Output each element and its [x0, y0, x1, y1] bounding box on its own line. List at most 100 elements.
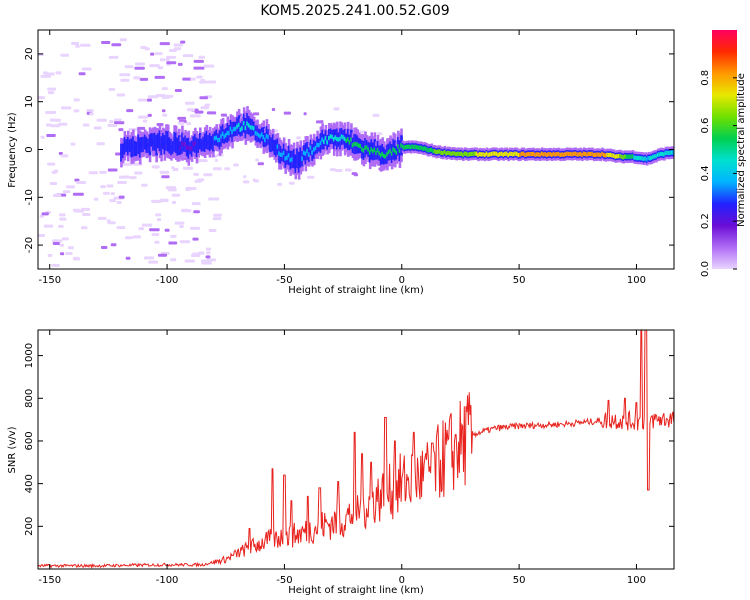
ridge-core — [514, 151, 517, 156]
ridge-core — [406, 144, 410, 150]
ridge-core — [397, 144, 400, 149]
ridge-core — [138, 145, 142, 150]
ridge-core — [443, 149, 447, 155]
ridge-core — [458, 151, 462, 157]
speckle-cell — [182, 54, 194, 58]
speckle-cell — [192, 237, 199, 241]
ridge-core — [376, 148, 380, 153]
speckle-cell — [148, 260, 158, 264]
ridge-core — [500, 151, 504, 156]
ridge-core — [379, 153, 383, 158]
ridge-core — [403, 145, 406, 150]
ridge-core — [630, 154, 633, 159]
ridge-core — [433, 149, 437, 154]
snr-y-label: SNR (v/v) — [7, 426, 18, 473]
ridge-core — [123, 143, 127, 148]
ridge-core — [254, 130, 258, 136]
speckle-cell — [108, 87, 116, 91]
ridge-core — [339, 136, 342, 142]
speckle-cell — [109, 120, 114, 124]
speckle-cell — [174, 221, 185, 225]
speckle-cell — [46, 133, 56, 137]
speckle-cell — [129, 176, 137, 180]
ridge-core — [271, 140, 275, 146]
speckle-cell — [220, 113, 228, 117]
speckle-cell — [193, 172, 199, 176]
speckle-cell — [174, 88, 182, 92]
ridge-core — [477, 152, 480, 158]
ridge-core — [492, 151, 495, 156]
ridge-core — [482, 152, 485, 157]
ridge-core — [441, 150, 445, 156]
ridge-core — [189, 145, 192, 151]
ridge-core — [256, 131, 259, 136]
ridge-core — [226, 130, 230, 136]
ridge-core — [224, 133, 228, 138]
speckle-cell — [185, 187, 197, 191]
ridge-core — [130, 145, 133, 151]
ridge-core — [638, 155, 641, 161]
speckle-cell — [372, 113, 380, 117]
ridge-core — [203, 140, 207, 145]
speckle-cell — [166, 61, 177, 65]
ridge-core — [181, 140, 184, 146]
ridge-core — [487, 152, 490, 157]
snr-x-tick-label: 0 — [399, 575, 405, 586]
ridge-core — [453, 151, 457, 156]
colorbar-gradient — [712, 30, 737, 269]
ridge-core — [282, 150, 286, 156]
ridge-core — [524, 152, 527, 158]
ridge-core — [639, 156, 643, 161]
speckle-cell — [70, 142, 76, 146]
speckle-cell — [88, 171, 98, 175]
ridge-core — [221, 131, 225, 136]
ridge-core — [375, 150, 378, 155]
ridge-core — [401, 144, 405, 149]
ridge-core — [559, 152, 562, 158]
speckle-cell — [177, 62, 183, 66]
ridge-core — [428, 147, 432, 153]
ridge-core — [557, 151, 561, 157]
ridge-core — [292, 156, 296, 161]
ridge-core — [316, 142, 319, 148]
ridge-core — [576, 152, 579, 157]
speckle-cell — [106, 184, 114, 188]
ridge-core — [296, 156, 299, 161]
speckle-cell — [161, 87, 168, 91]
ridge-core — [384, 154, 388, 159]
speckle-cell — [55, 71, 62, 75]
ridge-core — [286, 155, 289, 160]
ridge-core — [631, 154, 635, 159]
ridge-core — [302, 150, 306, 155]
speckle-cell — [171, 201, 177, 205]
ridge-core — [498, 151, 502, 157]
speckle-cell — [147, 95, 159, 99]
ridge-core — [537, 152, 541, 157]
speckle-cell — [80, 226, 88, 230]
speckle-cell — [119, 73, 131, 77]
ridge-core — [545, 152, 549, 158]
ridge-core — [356, 142, 359, 147]
ridge-core — [244, 125, 248, 131]
speckle-cell — [103, 191, 110, 195]
ridge-core — [328, 135, 331, 141]
speckle-cell — [189, 114, 201, 118]
ridge-core — [616, 154, 619, 159]
speckle-cell — [196, 75, 203, 79]
ridge-core — [611, 153, 614, 158]
ridge-core — [472, 151, 475, 157]
ridge-core — [450, 151, 453, 156]
speckle-cell — [40, 74, 51, 78]
ridge-core — [207, 140, 210, 145]
colorbar-label: Normalized spectral amplitude — [736, 73, 747, 227]
speckle-cell — [151, 165, 160, 169]
ridge-core — [620, 154, 624, 159]
speckle-cell — [41, 212, 49, 216]
speckle-cell — [137, 115, 149, 119]
speckle-cell — [296, 136, 301, 140]
speckle-cell — [151, 233, 160, 237]
ridge-core — [467, 152, 470, 157]
speckle-cell — [214, 158, 218, 162]
ridge-core — [490, 151, 494, 157]
ridge-core — [419, 145, 422, 150]
